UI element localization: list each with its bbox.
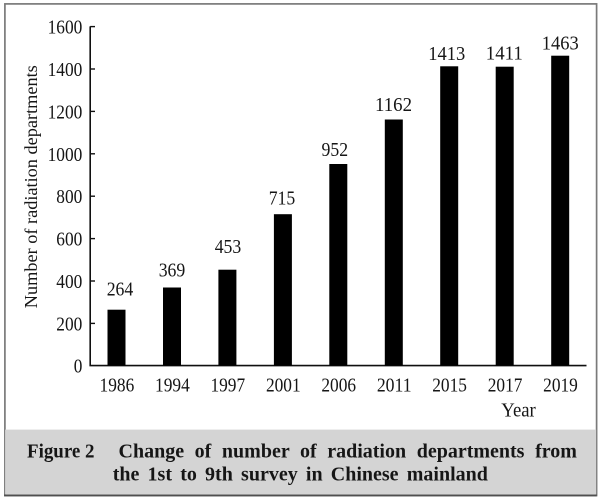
svg-text:0: 0 bbox=[74, 357, 83, 378]
svg-text:2019: 2019 bbox=[543, 376, 578, 397]
svg-text:1400: 1400 bbox=[48, 60, 83, 81]
svg-text:Figure 2: Figure 2 bbox=[27, 440, 95, 462]
svg-text:453: 453 bbox=[215, 237, 242, 258]
svg-text:2011: 2011 bbox=[377, 376, 412, 397]
svg-text:1997: 1997 bbox=[210, 376, 245, 397]
svg-text:715: 715 bbox=[269, 188, 296, 209]
svg-text:800: 800 bbox=[56, 187, 82, 208]
svg-text:Year: Year bbox=[501, 401, 536, 422]
svg-text:2017: 2017 bbox=[488, 376, 523, 397]
svg-text:Change of number of radiation: Change of number of radiation department… bbox=[119, 440, 578, 462]
svg-text:1463: 1463 bbox=[542, 34, 579, 55]
svg-text:1994: 1994 bbox=[155, 376, 190, 397]
svg-text:200: 200 bbox=[56, 314, 82, 335]
svg-text:1411: 1411 bbox=[486, 43, 523, 64]
svg-text:1200: 1200 bbox=[48, 102, 83, 123]
svg-text:1413: 1413 bbox=[428, 44, 465, 65]
svg-text:the 1st to 9th survey in Chine: the 1st to 9th survey in Chinese mainlan… bbox=[113, 464, 488, 486]
svg-text:2006: 2006 bbox=[321, 376, 356, 397]
svg-text:1162: 1162 bbox=[375, 95, 412, 116]
svg-text:2001: 2001 bbox=[266, 376, 301, 397]
svg-text:369: 369 bbox=[159, 261, 186, 282]
svg-text:600: 600 bbox=[56, 230, 82, 251]
svg-text:400: 400 bbox=[56, 272, 82, 293]
svg-text:264: 264 bbox=[107, 280, 134, 301]
svg-text:2015: 2015 bbox=[432, 376, 467, 397]
svg-text:1600: 1600 bbox=[48, 18, 83, 39]
svg-text:1000: 1000 bbox=[48, 145, 83, 166]
svg-text:952: 952 bbox=[322, 140, 349, 161]
svg-text:Number of radiation department: Number of radiation departments bbox=[21, 65, 41, 308]
svg-text:1986: 1986 bbox=[100, 376, 135, 397]
